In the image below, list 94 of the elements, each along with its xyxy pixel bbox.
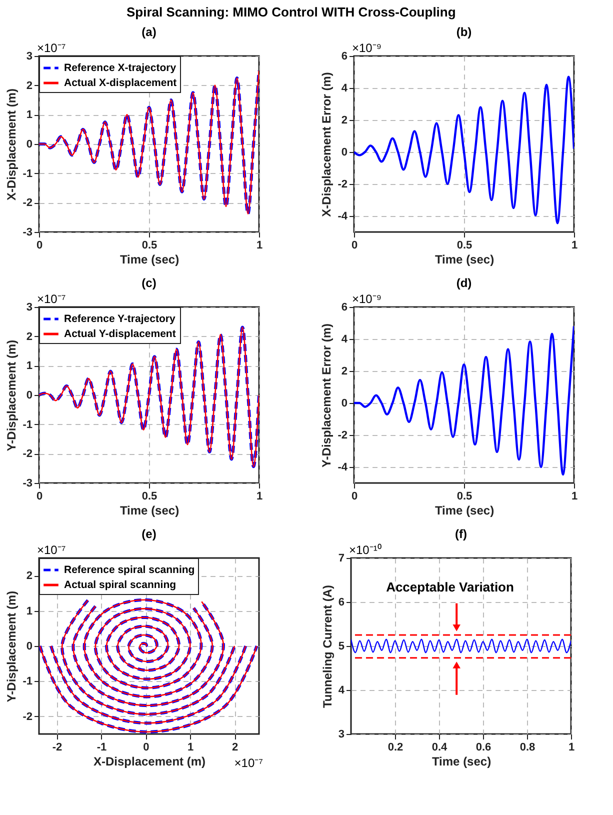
chart-title: (e) (142, 527, 156, 541)
x-tick-label: 0.8 (520, 742, 536, 754)
y-tick-label: -2 (22, 448, 32, 460)
y-axis-title: Tunneling Current (A) (320, 584, 334, 708)
legend-label: Actual X-displacement (64, 77, 178, 89)
x-tick-label: 0.6 (476, 742, 492, 754)
text: ×10⁻⁷ (37, 292, 66, 306)
y-tick-label: 2 (26, 570, 32, 582)
x-tick-label: 0 (351, 240, 358, 252)
x-tick-label: 1 (571, 240, 578, 252)
text: ×10⁻⁹ (352, 41, 382, 55)
y-tick-label: -3 (22, 226, 32, 238)
x-tick-label: 0.5 (142, 490, 158, 502)
chart-title: (d) (456, 276, 472, 290)
x-tick-label: 0.5 (456, 490, 472, 502)
x-tick-label: 0 (36, 240, 43, 252)
x-tick-label: 0.5 (142, 240, 158, 252)
x-tick-label: 1 (188, 742, 194, 754)
y-tick-label: -4 (338, 210, 348, 222)
y-axis-title: Y-Displacement Error (m) (320, 323, 334, 468)
y-axis-title: X-Displacement (m) (4, 88, 19, 201)
y-tick-label: 2 (26, 330, 32, 343)
y-tick-label: -4 (338, 462, 348, 474)
y-tick-label: 6 (341, 50, 348, 62)
text: ×10⁻⁷ (37, 543, 66, 557)
x-tick-label: 1 (568, 742, 575, 754)
y-tick-label: 2 (341, 114, 348, 126)
x-tick-label: 0.4 (432, 742, 448, 754)
legend-label: Actual Y-displacement (64, 328, 176, 340)
x-tick-label: 0 (351, 490, 358, 502)
y-tick-label: 1 (26, 109, 32, 122)
y-tick-label: -2 (338, 178, 348, 190)
text: Spiral Scanning: MIMO Control WITH Cross-Coupling (126, 4, 456, 20)
y-tick-label: 7 (338, 552, 344, 564)
y-tick-label: -1 (22, 676, 32, 688)
text: ×10⁻⁹ (352, 292, 382, 306)
y-tick-label: -2 (22, 197, 32, 210)
y-tick-label: -1 (22, 168, 32, 180)
legend-label: Reference X-trajectory (64, 62, 176, 74)
y-tick-label: -2 (338, 430, 348, 442)
y-tick-label: -3 (22, 478, 32, 490)
x-tick-label: 0 (36, 490, 43, 502)
x-axis-title: Time (sec) (120, 504, 180, 518)
y-tick-label: 1 (26, 605, 32, 618)
y-tick-label: 1 (26, 360, 32, 372)
y-tick-label: -1 (22, 418, 32, 431)
legend-label: Actual spiral scanning (64, 579, 176, 591)
x-tick-label: 2 (232, 742, 238, 754)
x-tick-label: 0 (143, 742, 150, 754)
x-tick-label: 1 (256, 240, 263, 252)
text: ×10⁻¹⁰ (349, 543, 382, 557)
x-axis-title: Time (sec) (432, 754, 492, 768)
chart-title: (a) (142, 25, 156, 39)
chart-title: (c) (142, 276, 156, 290)
y-tick-label: 6 (341, 302, 348, 314)
y-tick-label: 0 (26, 390, 32, 402)
legend-label: Reference spiral scanning (64, 564, 195, 576)
x-axis-title: Time (sec) (434, 252, 494, 266)
y-tick-label: 6 (338, 596, 344, 608)
y-tick-label: 4 (341, 82, 348, 94)
text: ×10⁻⁷ (37, 41, 66, 55)
y-tick-label: 0 (26, 138, 32, 150)
line-series (351, 638, 571, 654)
y-tick-label: 0 (26, 640, 32, 652)
y-tick-label: 4 (338, 684, 346, 696)
x-tick-label: 1 (256, 490, 263, 502)
y-tick-label: 3 (26, 50, 32, 62)
y-tick-label: 0 (341, 398, 348, 410)
y-tick-label: 3 (338, 728, 344, 740)
y-axis-title: Y-Displacement (m) (4, 590, 19, 702)
chart-title: (f) (455, 527, 467, 541)
y-tick-label: 2 (341, 366, 348, 378)
text: ×10⁻⁷ (234, 756, 263, 770)
y-axis-title: Y-Displacement (m) (4, 340, 19, 452)
x-axis-title: X-Displacement (m) (93, 754, 206, 768)
x-tick-label: 0.5 (456, 240, 472, 252)
legend-label: Reference Y-trajectory (64, 313, 176, 325)
x-tick-label: 1 (571, 490, 578, 502)
y-tick-label: 4 (341, 334, 348, 346)
x-tick-label: -2 (52, 742, 62, 754)
y-tick-label: -2 (22, 710, 32, 723)
y-tick-label: 0 (341, 146, 348, 158)
line-series (354, 325, 574, 476)
line-series (354, 76, 574, 224)
y-tick-label: 2 (26, 80, 32, 92)
x-tick-label: 0.2 (388, 742, 404, 754)
y-tick-label: 3 (26, 302, 32, 314)
x-tick-label: -1 (96, 742, 107, 754)
annotation: Acceptable Variation (386, 579, 514, 594)
x-axis-title: Time (sec) (434, 504, 494, 518)
y-axis-title: X-Displacement Error (m) (320, 72, 334, 217)
x-axis-title: Time (sec) (120, 252, 180, 266)
chart-title: (b) (456, 25, 472, 39)
y-tick-label: 5 (338, 640, 344, 652)
